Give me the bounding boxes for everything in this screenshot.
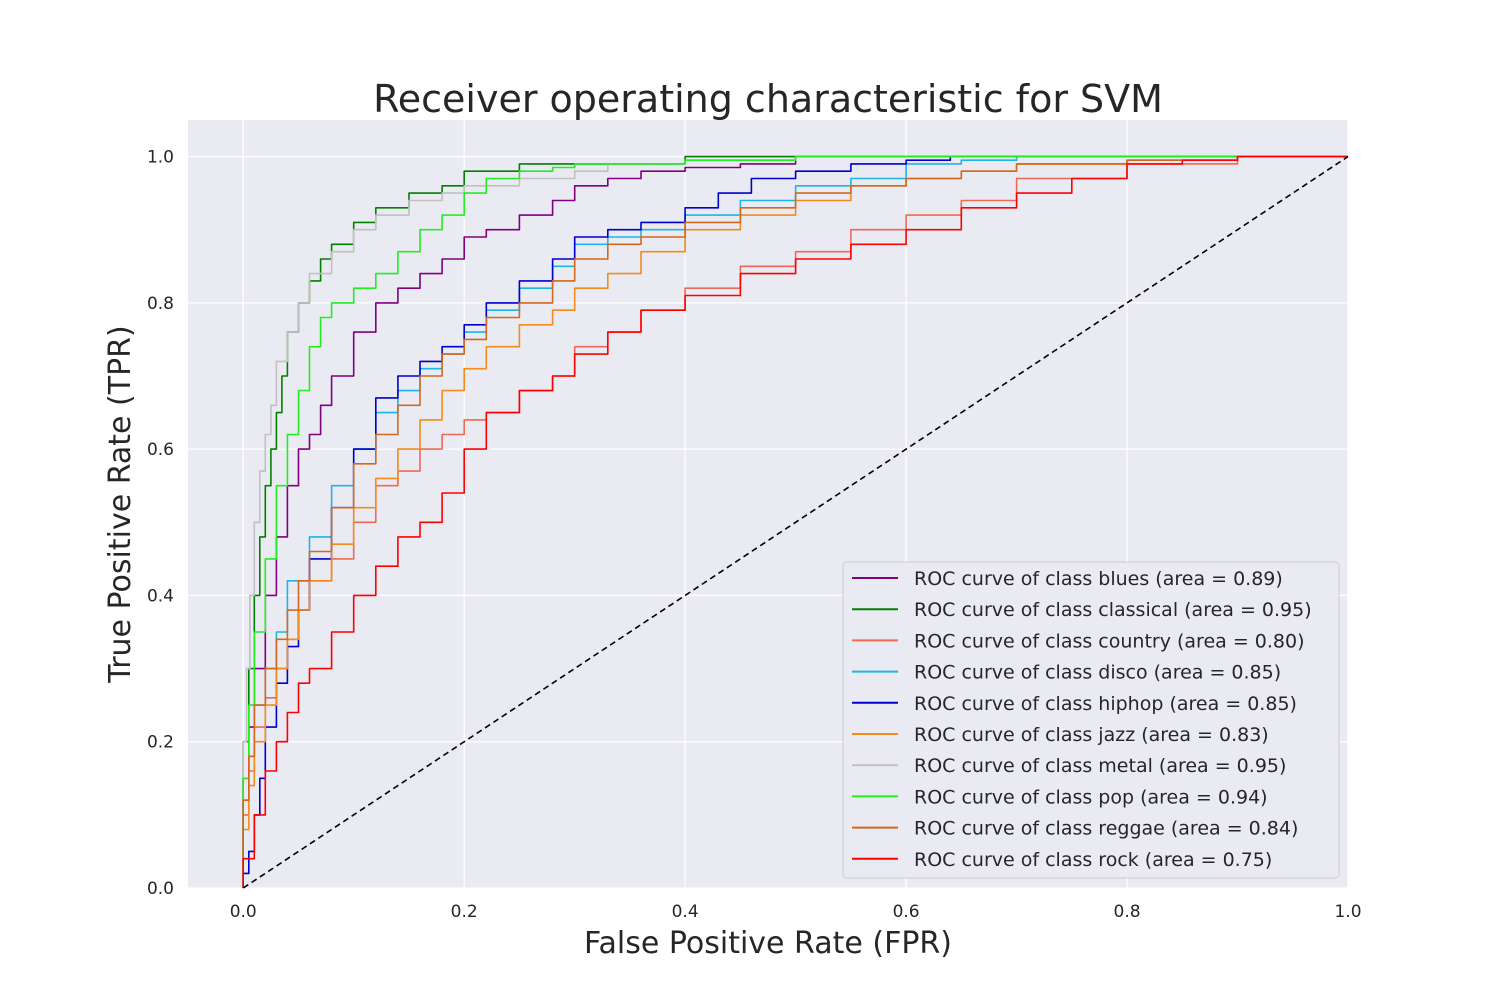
- series-line: [242, 155, 1348, 888]
- series-line: [242, 155, 1348, 888]
- series-line: [242, 155, 1348, 888]
- x-tick-label: 1.0: [1334, 902, 1361, 922]
- legend-label: ROC curve of class disco (area = 0.85): [914, 662, 1281, 684]
- y-tick-label: 0.2: [147, 733, 174, 753]
- x-tick-label: 0.4: [672, 902, 699, 922]
- y-tick-label: 0.6: [147, 440, 174, 460]
- x-tick-label: 0.6: [893, 902, 920, 922]
- y-tick-label: 0.0: [147, 879, 174, 899]
- legend-label: ROC curve of class metal (area = 0.95): [914, 755, 1286, 777]
- series-line: [242, 155, 1348, 888]
- series-line: [242, 155, 1348, 888]
- x-axis-label: False Positive Rate (FPR): [584, 926, 952, 961]
- legend-label: ROC curve of class hiphop (area = 0.85): [914, 693, 1297, 715]
- legend-label: ROC curve of class pop (area = 0.94): [914, 786, 1268, 808]
- legend-label: ROC curve of class classical (area = 0.9…: [914, 599, 1312, 621]
- series-line: [242, 155, 1348, 888]
- y-tick-labels: 0.0 0.2 0.4 0.6 0.8 1.0: [147, 148, 174, 899]
- series-line: [242, 155, 1348, 888]
- y-tick-label: 0.4: [147, 586, 174, 606]
- legend-label: ROC curve of class rock (area = 0.75): [914, 849, 1272, 871]
- legend-label: ROC curve of class country (area = 0.80): [914, 630, 1305, 652]
- chart-title: Receiver operating characteristic for SV…: [373, 77, 1163, 121]
- legend-label: ROC curve of class reggae (area = 0.84): [914, 818, 1298, 840]
- legend-label: ROC curve of class jazz (area = 0.83): [914, 724, 1269, 746]
- y-tick-label: 0.8: [147, 294, 174, 314]
- legend-label: ROC curve of class blues (area = 0.89): [914, 568, 1283, 590]
- legend: ROC curve of class blues (area = 0.89) RO…: [842, 561, 1340, 879]
- x-tick-label: 0.0: [230, 902, 257, 922]
- y-tick-label: 1.0: [147, 148, 174, 168]
- y-axis-label: True Positive Rate (TPR): [103, 325, 138, 683]
- x-tick-labels: 0.0 0.2 0.4 0.6 0.8 1.0: [230, 902, 1362, 922]
- series-lines: [242, 155, 1349, 889]
- legend-box: [842, 561, 1340, 879]
- x-tick-label: 0.2: [451, 902, 478, 922]
- chance-line: [242, 155, 1349, 889]
- x-tick-label: 0.8: [1114, 902, 1141, 922]
